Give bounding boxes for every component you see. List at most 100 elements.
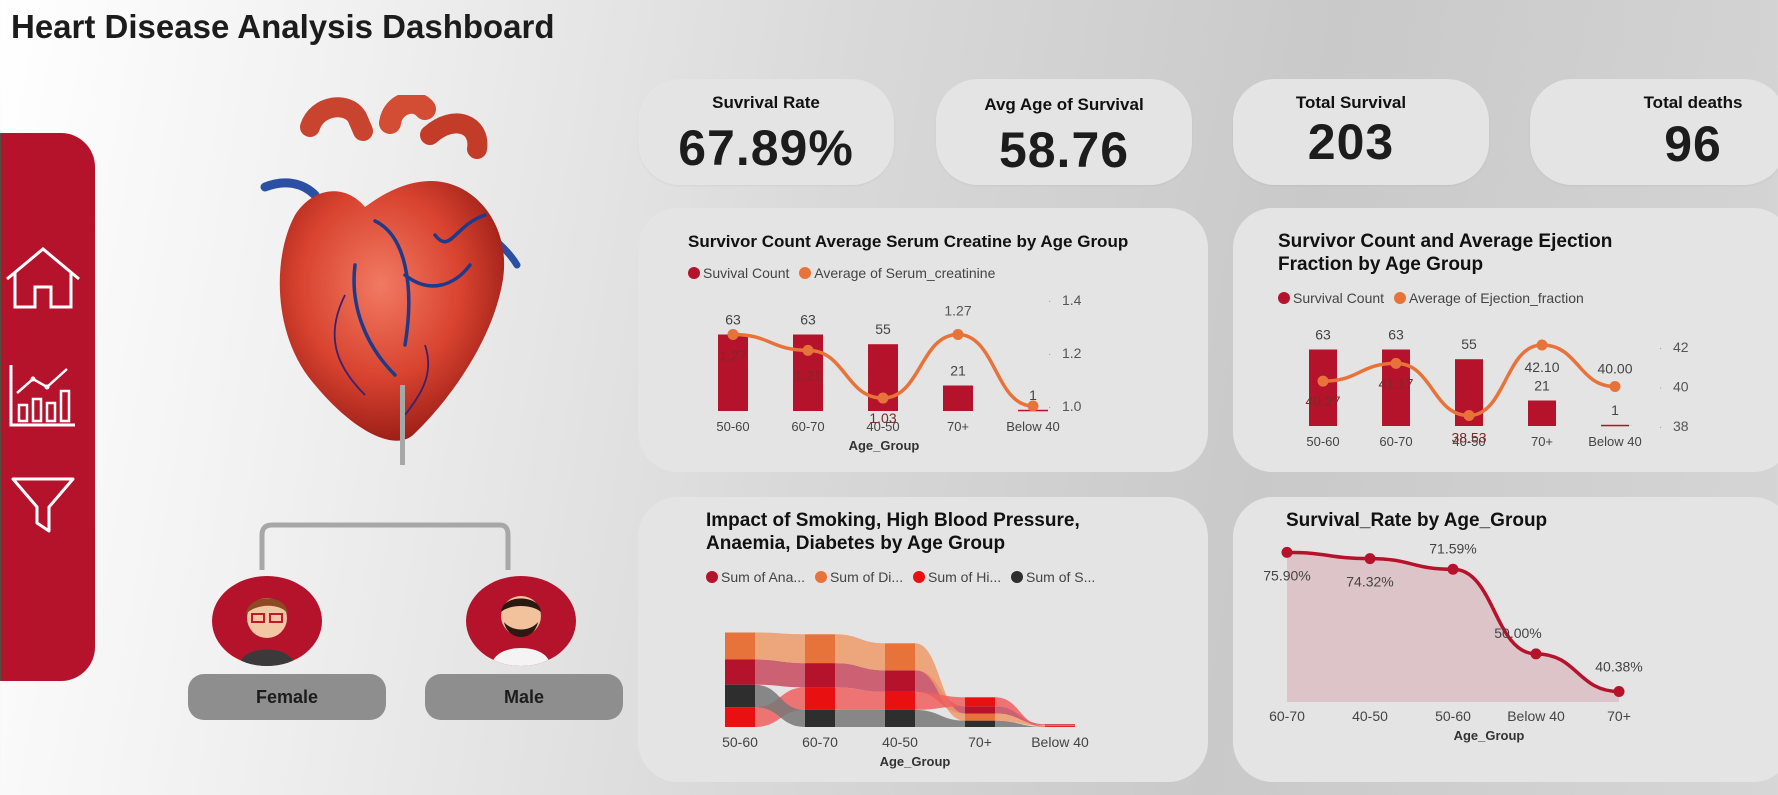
kpi-survival-rate: Suvrival Rate 67.89% (638, 79, 894, 185)
ribbon-segment (725, 659, 755, 685)
kpi-label: Avg Age of Survival (984, 95, 1144, 114)
data-label: 21 (1534, 378, 1550, 394)
kpi-value: 67.89% (678, 120, 854, 176)
bar (718, 334, 748, 411)
line-data-label: 1.03 (869, 410, 896, 426)
series-line (1286, 550, 1620, 694)
ribbon-segment (1045, 726, 1075, 727)
legend-item[interactable]: Sum of Hi... (912, 569, 1001, 585)
ribbon-segment (725, 632, 755, 660)
x-tick-label: 40-50 (866, 419, 899, 434)
line-point (1281, 546, 1293, 558)
female-filter-button[interactable]: Female (188, 674, 386, 720)
ribbon-segment (885, 709, 915, 727)
line-data-label: 41.17 (1378, 375, 1413, 391)
bar (1528, 400, 1556, 426)
legend-item[interactable]: Sum of Di... (814, 569, 903, 585)
bar (943, 385, 973, 411)
chart-legend: Sum of Ana... Sum of Di... Sum of Hi... … (706, 569, 1101, 585)
line-data-label: 1.21 (794, 367, 821, 383)
ribbon-segment (965, 706, 995, 714)
data-label: 63 (1315, 327, 1331, 343)
ribbon-band (995, 713, 1045, 727)
kpi-label: Suvrival Rate (712, 93, 820, 112)
y2-tick-label: 1.0 (1062, 398, 1082, 414)
data-label: 50.00% (1494, 625, 1541, 641)
data-label: 40.38% (1595, 659, 1642, 675)
survival-rate-area-chart: 75.90% 60-70 74.32% 40-50 71.59% 50-60 50.00% B… (1263, 540, 1642, 743)
line-data-label: 1.27 (944, 302, 971, 318)
legend-item[interactable]: Suvival Count (688, 265, 789, 281)
ribbon-band (835, 687, 885, 710)
gridline-dot: · (1659, 343, 1662, 354)
x-tick-label: 50-60 (716, 419, 749, 434)
card-serum-creatine: Survivor Count Average Serum Creatine by… (638, 208, 1208, 472)
legend-item[interactable]: Sum of Ana... (706, 569, 805, 585)
ribbon-band (755, 684, 805, 727)
kpi-value: 96 (1664, 116, 1722, 172)
kpi-label: Total Survival (1295, 93, 1407, 112)
x-tick-label: Below 40 (1507, 708, 1565, 724)
line-point (1027, 400, 1039, 412)
x-tick-label: 40-50 (1352, 708, 1388, 724)
x-tick-label: 60-70 (802, 734, 838, 750)
line-data-label: 38.53 (1451, 430, 1486, 446)
line-point (877, 392, 889, 404)
line-point (1364, 553, 1376, 565)
home-nav-button[interactable] (3, 239, 83, 319)
bar (1601, 424, 1629, 427)
ribbon-segment (805, 709, 835, 727)
line-point (802, 344, 814, 356)
x-tick-label: 70+ (968, 734, 992, 750)
legend-item[interactable]: Sum of S... (1011, 569, 1095, 585)
ribbon-segment (965, 697, 995, 707)
x-tick-label: Below 40 (1031, 734, 1089, 750)
ribbon-band (995, 697, 1045, 727)
chart-title: Survivor Count Average Serum Creatine by… (688, 232, 1129, 251)
ribbon-band (835, 663, 885, 692)
ribbon-band (915, 643, 965, 721)
x-tick-label: 50-60 (722, 734, 758, 750)
analytics-nav-button[interactable] (3, 355, 83, 435)
female-avatar-icon (240, 598, 294, 666)
male-filter-button[interactable]: Male (425, 674, 623, 720)
ribbon-segment (965, 720, 995, 727)
legend-item[interactable]: Survival Count (1278, 290, 1384, 306)
ribbon-band (915, 709, 965, 727)
y2-tick-label: 38 (1673, 418, 1689, 434)
legend-item[interactable]: Average of Serum_creatinine (799, 265, 995, 281)
serum-creatine-chart: 63 50-60 63 60-70 55 40-50 21 70+ 1 Below 40 1.27 1… (716, 292, 1082, 453)
chart-legend: Suvival Count Average of Serum_creatinin… (688, 265, 1001, 281)
gridline-dot: · (1048, 296, 1051, 307)
kpi-label: Total deaths (1643, 93, 1743, 112)
card-risk-factors: Impact of Smoking, High Blood Pressure, … (638, 497, 1208, 782)
data-label: 74.32% (1346, 574, 1393, 590)
line-data-label: 1.27 (719, 347, 746, 363)
legend-item[interactable]: Average of Ejection_fraction (1393, 290, 1584, 306)
x-tick-label: 60-70 (1269, 708, 1305, 724)
x-axis-label: Age_Group (880, 754, 951, 769)
line-point (1447, 563, 1459, 575)
filter-nav-button[interactable] (3, 465, 83, 545)
x-tick-label: 60-70 (1379, 434, 1412, 449)
data-label: 63 (800, 312, 816, 328)
data-label: 63 (1388, 327, 1404, 343)
ribbon-segment (805, 663, 835, 688)
line-data-label: 40.00 (1597, 361, 1632, 377)
ribbon-segment (885, 670, 915, 692)
y2-tick-label: 1.2 (1062, 345, 1082, 361)
x-tick-label: Below 40 (1006, 419, 1059, 434)
x-tick-label: 50-60 (1435, 708, 1471, 724)
home-icon (6, 247, 80, 309)
line-point (1530, 648, 1542, 660)
data-label: 1 (1029, 387, 1037, 403)
kpi-total-deaths: Total deaths 96 (1530, 79, 1778, 185)
data-label: 75.90% (1263, 567, 1310, 583)
ribbon-band (835, 634, 885, 671)
x-tick-label: 50-60 (1306, 434, 1339, 449)
line-data-label: 42.10 (1524, 359, 1559, 375)
chart-title: Survivor Count and Average Ejection Frac… (1278, 231, 1613, 275)
line-point (1613, 686, 1625, 698)
ribbon-band (835, 709, 885, 727)
kpi-value: 58.76 (998, 122, 1130, 178)
